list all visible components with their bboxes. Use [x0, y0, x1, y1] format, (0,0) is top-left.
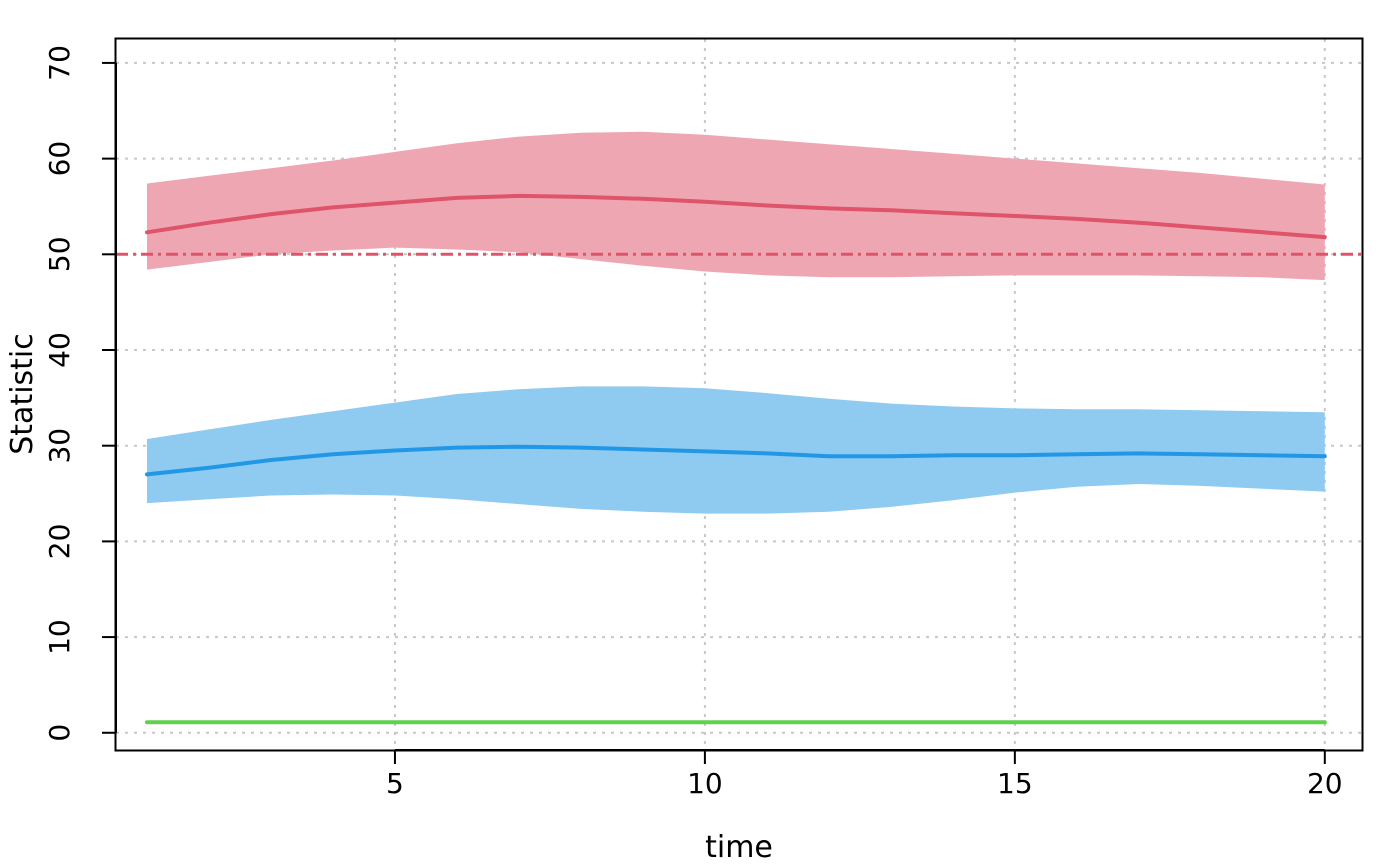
y-tick-label: 50 — [43, 236, 76, 272]
y-tick-label: 0 — [43, 724, 76, 742]
series-lines — [145, 193, 1327, 725]
y-axis: 0 10 20 30 40 50 60 70 — [43, 45, 117, 742]
series-1-line — [145, 193, 1327, 240]
y-tick-label: 30 — [43, 428, 76, 464]
series-2-band — [147, 386, 1325, 514]
x-axis: 5 10 15 20 — [386, 749, 1343, 800]
x-tick-label: 10 — [687, 767, 723, 800]
y-tick-label: 40 — [43, 332, 76, 368]
series-1-band — [147, 131, 1325, 281]
y-tick-label: 20 — [43, 524, 76, 560]
y-tick-label: 60 — [43, 141, 76, 177]
series-2-line — [145, 444, 1327, 477]
y-tick-label: 70 — [43, 45, 76, 81]
x-tick-label: 15 — [997, 767, 1033, 800]
x-tick-label: 5 — [386, 767, 404, 800]
confidence-bands — [147, 131, 1325, 514]
x-axis-label: time — [705, 830, 773, 865]
x-tick-label: 20 — [1307, 767, 1343, 800]
y-axis-label: Statistic — [5, 333, 40, 455]
y-tick-label: 10 — [43, 619, 76, 655]
